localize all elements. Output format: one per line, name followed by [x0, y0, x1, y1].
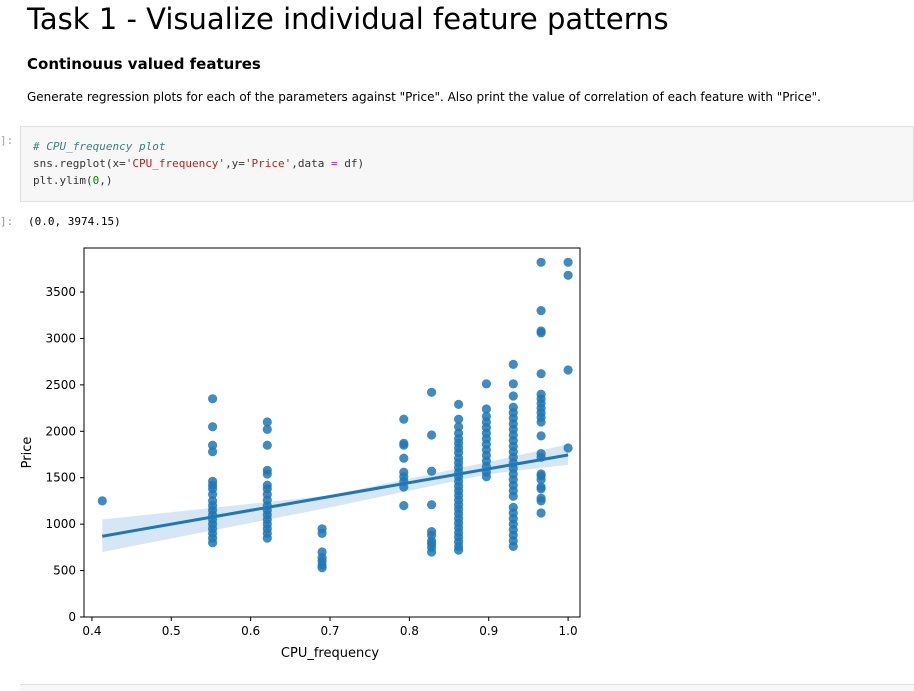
data-point [208, 489, 218, 499]
data-point [481, 404, 491, 414]
data-point [481, 379, 491, 389]
data-point [399, 414, 409, 424]
code-number: 0 [92, 174, 100, 187]
data-point [317, 528, 327, 538]
data-point [536, 431, 546, 441]
data-point [262, 417, 272, 427]
data-point [481, 472, 491, 482]
notebook-heading: Task 1 - Visualize individual feature pa… [27, 2, 669, 36]
data-point [563, 270, 573, 280]
next-cell[interactable] [20, 684, 914, 691]
output-prompt: ]: [0, 215, 14, 228]
data-point [536, 369, 546, 379]
instruction-text: Generate regression plots for each of th… [27, 90, 821, 104]
data-point [536, 508, 546, 518]
data-point [536, 475, 546, 485]
output-text: (0.0, 3974.15) [28, 215, 121, 228]
x-tick-label: 0.5 [162, 624, 181, 638]
y-tick-label: 2000 [45, 424, 76, 438]
data-point [317, 563, 327, 573]
code-token: df) [337, 157, 365, 170]
data-point [454, 422, 464, 432]
data-point [262, 469, 272, 479]
x-tick-label: 0.7 [320, 624, 339, 638]
regplot-chart: 0.4 0.5 0.6 0.7 0.8 0.9 1.0 0 500 1000 1500 2000 250… [20, 247, 581, 661]
y-tick-label: 0 [68, 610, 76, 624]
plot-area [84, 248, 580, 617]
data-point [536, 484, 546, 494]
data-point [427, 387, 437, 397]
data-point [454, 399, 464, 409]
code-string: 'CPU_frequency' [125, 157, 226, 170]
data-point [563, 443, 573, 453]
x-tick-label: 0.6 [241, 624, 260, 638]
y-tick-label: 3000 [45, 331, 76, 345]
data-point [508, 379, 518, 389]
code-line-2: sns.regplot(x='CPU_frequency',y='Price',… [33, 157, 364, 170]
confidence-band [102, 444, 569, 552]
y-tick-label: 1500 [45, 471, 76, 485]
code-line-1: # CPU_frequency plot [33, 140, 165, 153]
data-point [536, 306, 546, 316]
data-point [399, 440, 409, 450]
data-point [427, 500, 437, 510]
y-tick-label: 500 [53, 564, 76, 578]
data-point [508, 359, 518, 369]
code-token: plt.ylim( [33, 174, 93, 187]
data-point [399, 501, 409, 511]
data-point [454, 414, 464, 424]
code-cell[interactable]: # CPU_frequency plot sns.regplot(x='CPU_… [20, 126, 914, 202]
data-point [208, 538, 218, 548]
data-point [208, 422, 218, 432]
data-point [208, 447, 218, 457]
data-point [536, 417, 546, 427]
x-tick-label: 0.8 [400, 624, 419, 638]
data-point [208, 394, 218, 404]
data-point [508, 541, 518, 551]
y-tick-label: 1000 [45, 517, 76, 531]
notebook-subheading: Continouus valued features [27, 55, 261, 73]
y-axis-label: Price [20, 437, 35, 469]
x-tick-label: 1.0 [559, 624, 578, 638]
data-point [454, 545, 464, 555]
data-point [399, 453, 409, 463]
data-point [208, 440, 218, 450]
data-point [536, 328, 546, 338]
x-axis-label: CPU_frequency [281, 646, 379, 661]
x-tick-label: 0.9 [479, 624, 498, 638]
data-point [563, 257, 573, 267]
code-comment: # CPU_frequency plot [33, 140, 166, 153]
data-point [536, 257, 546, 267]
data-point [508, 491, 518, 501]
axes-frame [83, 247, 581, 618]
x-tick-label: 0.4 [82, 624, 101, 638]
data-point [563, 365, 573, 375]
data-point [427, 430, 437, 440]
y-tick-label: 2500 [45, 378, 76, 392]
code-token: sns.regplot(x= [33, 157, 126, 170]
data-point [97, 496, 107, 506]
data-point [427, 547, 437, 557]
data-point [427, 466, 437, 476]
data-point [262, 533, 272, 543]
code-token: ,) [99, 174, 113, 187]
code-token: ,y= [225, 157, 245, 170]
regression-line [101, 453, 569, 538]
code-string: 'Price' [244, 157, 292, 170]
code-token: ,data [291, 157, 332, 170]
data-point [262, 424, 272, 434]
data-point [536, 496, 546, 506]
data-point [508, 391, 518, 401]
code-line-3: plt.ylim(0,) [33, 174, 112, 187]
input-prompt: ]: [0, 134, 14, 147]
y-tick-label: 3500 [45, 285, 76, 299]
code-operator: = [331, 157, 338, 170]
data-point [262, 440, 272, 450]
